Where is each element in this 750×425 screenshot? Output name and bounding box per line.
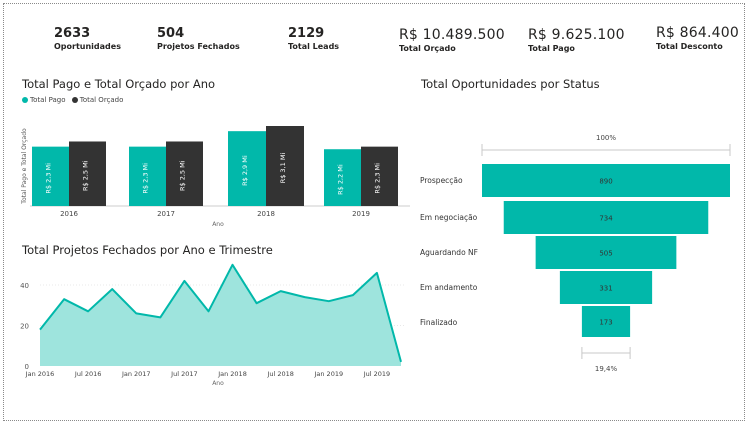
bar-data-label: R$ 2,3 Mi [374, 163, 382, 194]
bar-total-orcado [166, 141, 203, 206]
bar-data-label: R$ 2,2 Mi [337, 164, 345, 195]
kpi-value: R$ 864.400 [656, 25, 739, 41]
bar-total-orcado [266, 126, 304, 206]
bar-chart-title: Total Pago e Total Orçado por Ano [22, 77, 216, 91]
legend-label: Total Pago [30, 96, 66, 104]
kpi-label: Total Pago [528, 44, 575, 53]
x-tick-label: Jan 2016 [25, 370, 55, 378]
area-fill [40, 264, 401, 366]
kpi-projetos-fechados[interactable]: 504 Projetos Fechados [157, 26, 240, 51]
y-tick-label: 20 [20, 323, 29, 331]
funnel-category-label: Em andamento [420, 283, 478, 292]
kpi-total-desconto[interactable]: R$ 864.400 Total Desconto [656, 25, 739, 51]
funnel-bottom-label: 19,4% [595, 365, 618, 373]
kpi-total-orcado[interactable]: R$ 10.489.500 Total Orçado [399, 27, 505, 53]
bar-chart-legend: Total Pago Total Orçado [22, 96, 127, 104]
x-axis-label: Ano [212, 221, 224, 228]
x-tick-label: 2016 [60, 210, 78, 218]
x-tick-label: Jan 2017 [121, 370, 151, 378]
area-chart-title: Total Projetos Fechados por Ano e Trimes… [22, 243, 273, 257]
legend-label: Total Orçado [79, 96, 124, 104]
legend-swatch-dark [71, 97, 78, 103]
bar-total-orcado [361, 146, 398, 206]
kpi-label: Total Desconto [656, 42, 723, 51]
x-tick-label: Jan 2018 [217, 370, 247, 378]
funnel-value-label: 331 [599, 285, 612, 293]
funnel-bar [535, 236, 677, 269]
funnel-category-label: Prospecção [420, 176, 463, 185]
area-line [39, 263, 402, 363]
funnel-value-label: 173 [599, 319, 612, 327]
bar-total-pago [32, 146, 69, 206]
kpi-label: Total Orçado [399, 44, 456, 53]
funnel-bar [559, 271, 653, 304]
x-tick-label: 2018 [257, 210, 275, 218]
x-tick-label: Jul 2017 [170, 370, 197, 378]
y-tick-label: 40 [20, 282, 29, 290]
x-tick-label: Jul 2019 [363, 370, 390, 378]
bar-data-label: R$ 2,3 Mi [142, 163, 150, 194]
legend-swatch-teal [22, 97, 28, 103]
funnel-value-label: 734 [599, 215, 613, 223]
bar-data-label: R$ 2,5 Mi [179, 160, 187, 191]
x-tick-label: 2019 [352, 210, 370, 218]
funnel-chart-title: Total Oportunidades por Status [421, 77, 600, 91]
y-tick-label: 0 [25, 363, 29, 371]
bar-total-pago [228, 131, 266, 206]
funnel-category-label: Aguardando NF [420, 248, 478, 257]
funnel-bar [581, 306, 631, 337]
x-axis-label: Ano [212, 380, 224, 387]
kpi-value: 2129 [288, 26, 325, 41]
kpi-value: 504 [157, 26, 185, 41]
kpi-oportunidades[interactable]: 2633 Oportunidades [54, 26, 121, 51]
dashboard-frame [3, 3, 745, 421]
funnel-top-label: 100% [596, 134, 616, 142]
legend-item-total-orcado[interactable]: Total Orçado [71, 96, 124, 104]
x-tick-label: 2017 [157, 210, 175, 218]
legend-item-total-pago[interactable]: Total Pago [22, 96, 66, 104]
bar-total-pago [324, 149, 361, 206]
x-tick-label: Jan 2019 [313, 370, 343, 378]
funnel-bar [482, 164, 730, 197]
funnel-bar [503, 201, 709, 234]
funnel-category-label: Em negociação [420, 213, 478, 222]
kpi-value: R$ 10.489.500 [399, 27, 505, 43]
funnel-category-label: Finalizado [420, 318, 458, 327]
bar-data-label: R$ 2,9 Mi [241, 155, 249, 186]
bar-data-label: R$ 2,3 Mi [45, 163, 53, 194]
y-axis-label: Total Pago e Total Orçado [21, 128, 28, 205]
x-tick-label: Jul 2018 [266, 370, 293, 378]
kpi-total-pago[interactable]: R$ 9.625.100 Total Pago [528, 27, 625, 53]
kpi-label: Projetos Fechados [157, 42, 240, 51]
funnel-value-label: 890 [599, 178, 612, 186]
bar-total-orcado [69, 141, 106, 206]
bar-total-pago [129, 146, 166, 206]
kpi-total-leads[interactable]: 2129 Total Leads [288, 26, 339, 51]
x-tick-label: Jul 2016 [74, 370, 101, 378]
kpi-label: Oportunidades [54, 42, 121, 51]
kpi-value: R$ 9.625.100 [528, 27, 625, 43]
kpi-value: 2633 [54, 26, 91, 41]
bar-data-label: R$ 2,5 Mi [82, 160, 90, 191]
funnel-value-label: 505 [599, 250, 612, 258]
bar-data-label: R$ 3,1 Mi [279, 153, 287, 184]
kpi-label: Total Leads [288, 42, 340, 51]
